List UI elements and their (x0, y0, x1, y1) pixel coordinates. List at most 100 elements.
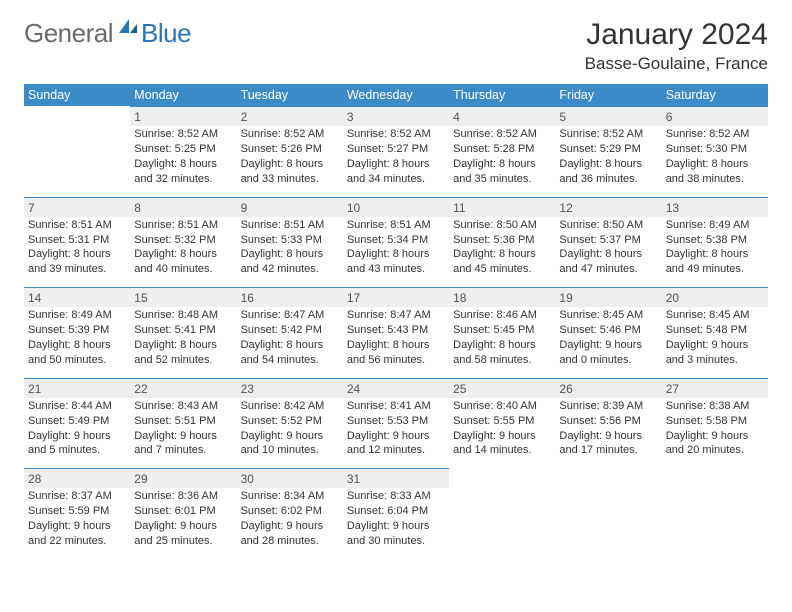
day-header: Wednesday (343, 84, 449, 106)
day-details: Sunrise: 8:51 AMSunset: 5:31 PMDaylight:… (24, 217, 130, 287)
daylight-text-2: and 43 minutes. (347, 262, 445, 277)
calendar-cell: 19Sunrise: 8:45 AMSunset: 5:46 PMDayligh… (555, 287, 661, 378)
month-title: January 2024 (585, 18, 768, 52)
day-number: 26 (555, 378, 661, 398)
sunrise-text: Sunrise: 8:40 AM (453, 399, 551, 414)
calendar-cell: 23Sunrise: 8:42 AMSunset: 5:52 PMDayligh… (237, 378, 343, 469)
daylight-text-1: Daylight: 8 hours (241, 157, 339, 172)
day-number: 7 (24, 197, 130, 217)
daylight-text-2: and 42 minutes. (241, 262, 339, 277)
sunset-text: Sunset: 6:01 PM (134, 504, 232, 519)
sunrise-text: Sunrise: 8:41 AM (347, 399, 445, 414)
day-details: Sunrise: 8:34 AMSunset: 6:02 PMDaylight:… (237, 488, 343, 558)
daylight-text-2: and 39 minutes. (28, 262, 126, 277)
sunrise-text: Sunrise: 8:49 AM (666, 218, 764, 233)
sunrise-text: Sunrise: 8:52 AM (134, 127, 232, 142)
day-number: 15 (130, 287, 236, 307)
day-details: Sunrise: 8:45 AMSunset: 5:46 PMDaylight:… (555, 307, 661, 377)
day-details: Sunrise: 8:44 AMSunset: 5:49 PMDaylight:… (24, 398, 130, 468)
sunset-text: Sunset: 5:55 PM (453, 414, 551, 429)
sunset-text: Sunset: 5:56 PM (559, 414, 657, 429)
daylight-text-1: Daylight: 8 hours (559, 157, 657, 172)
day-number: 23 (237, 378, 343, 398)
day-number: 22 (130, 378, 236, 398)
daylight-text-1: Daylight: 8 hours (559, 247, 657, 262)
day-details: Sunrise: 8:51 AMSunset: 5:33 PMDaylight:… (237, 217, 343, 287)
daylight-text-2: and 38 minutes. (666, 172, 764, 187)
day-details: Sunrise: 8:47 AMSunset: 5:42 PMDaylight:… (237, 307, 343, 377)
day-number: 11 (449, 197, 555, 217)
day-number: 31 (343, 468, 449, 488)
day-details: Sunrise: 8:50 AMSunset: 5:37 PMDaylight:… (555, 217, 661, 287)
sunrise-text: Sunrise: 8:49 AM (28, 308, 126, 323)
daylight-text-2: and 40 minutes. (134, 262, 232, 277)
daylight-text-2: and 22 minutes. (28, 534, 126, 549)
sunset-text: Sunset: 5:30 PM (666, 142, 764, 157)
day-details: Sunrise: 8:33 AMSunset: 6:04 PMDaylight:… (343, 488, 449, 558)
calendar-cell: 2Sunrise: 8:52 AMSunset: 5:26 PMDaylight… (237, 106, 343, 197)
calendar-cell: 13Sunrise: 8:49 AMSunset: 5:38 PMDayligh… (662, 197, 768, 288)
calendar-table: SundayMondayTuesdayWednesdayThursdayFrid… (24, 84, 768, 559)
daylight-text-2: and 33 minutes. (241, 172, 339, 187)
daylight-text-2: and 49 minutes. (666, 262, 764, 277)
day-number: 14 (24, 287, 130, 307)
daylight-text-1: Daylight: 8 hours (134, 338, 232, 353)
sunrise-text: Sunrise: 8:51 AM (347, 218, 445, 233)
sunset-text: Sunset: 6:04 PM (347, 504, 445, 519)
sunrise-text: Sunrise: 8:39 AM (559, 399, 657, 414)
daylight-text-1: Daylight: 8 hours (347, 247, 445, 262)
calendar-cell: 6Sunrise: 8:52 AMSunset: 5:30 PMDaylight… (662, 106, 768, 197)
day-header: Tuesday (237, 84, 343, 106)
day-number: 1 (130, 106, 236, 126)
sunset-text: Sunset: 5:36 PM (453, 233, 551, 248)
daylight-text-2: and 35 minutes. (453, 172, 551, 187)
sunrise-text: Sunrise: 8:52 AM (241, 127, 339, 142)
sunset-text: Sunset: 5:38 PM (666, 233, 764, 248)
calendar-cell: 16Sunrise: 8:47 AMSunset: 5:42 PMDayligh… (237, 287, 343, 378)
day-number: 20 (662, 287, 768, 307)
daylight-text-2: and 7 minutes. (134, 443, 232, 458)
day-details: Sunrise: 8:36 AMSunset: 6:01 PMDaylight:… (130, 488, 236, 558)
day-number: 12 (555, 197, 661, 217)
sunset-text: Sunset: 5:27 PM (347, 142, 445, 157)
calendar-cell: 9Sunrise: 8:51 AMSunset: 5:33 PMDaylight… (237, 197, 343, 288)
calendar-cell: . (449, 468, 555, 559)
calendar-week: 14Sunrise: 8:49 AMSunset: 5:39 PMDayligh… (24, 287, 768, 378)
day-details: Sunrise: 8:52 AMSunset: 5:26 PMDaylight:… (237, 126, 343, 196)
calendar-week: . 1Sunrise: 8:52 AMSunset: 5:25 PMDaylig… (24, 106, 768, 197)
day-number: 28 (24, 468, 130, 488)
day-number: 17 (343, 287, 449, 307)
daylight-text-1: Daylight: 8 hours (134, 247, 232, 262)
day-details: Sunrise: 8:37 AMSunset: 5:59 PMDaylight:… (24, 488, 130, 558)
daylight-text-1: Daylight: 8 hours (241, 247, 339, 262)
daylight-text-1: Daylight: 9 hours (28, 519, 126, 534)
daylight-text-2: and 0 minutes. (559, 353, 657, 368)
sunrise-text: Sunrise: 8:45 AM (559, 308, 657, 323)
calendar-cell: 4Sunrise: 8:52 AMSunset: 5:28 PMDaylight… (449, 106, 555, 197)
day-details: Sunrise: 8:52 AMSunset: 5:29 PMDaylight:… (555, 126, 661, 196)
calendar-cell: 1Sunrise: 8:52 AMSunset: 5:25 PMDaylight… (130, 106, 236, 197)
day-number: 29 (130, 468, 236, 488)
day-details: Sunrise: 8:50 AMSunset: 5:36 PMDaylight:… (449, 217, 555, 287)
day-number: 2 (237, 106, 343, 126)
calendar-cell: 29Sunrise: 8:36 AMSunset: 6:01 PMDayligh… (130, 468, 236, 559)
logo-text-blue: Blue (141, 18, 191, 49)
daylight-text-1: Daylight: 9 hours (241, 429, 339, 444)
day-number: 27 (662, 378, 768, 398)
daylight-text-1: Daylight: 8 hours (453, 247, 551, 262)
sunset-text: Sunset: 5:42 PM (241, 323, 339, 338)
sunrise-text: Sunrise: 8:48 AM (134, 308, 232, 323)
daylight-text-1: Daylight: 9 hours (347, 519, 445, 534)
logo: General Blue (24, 18, 191, 49)
sunrise-text: Sunrise: 8:38 AM (666, 399, 764, 414)
day-number: 25 (449, 378, 555, 398)
day-details: Sunrise: 8:47 AMSunset: 5:43 PMDaylight:… (343, 307, 449, 377)
daylight-text-2: and 56 minutes. (347, 353, 445, 368)
calendar-cell: 25Sunrise: 8:40 AMSunset: 5:55 PMDayligh… (449, 378, 555, 469)
calendar-cell: 24Sunrise: 8:41 AMSunset: 5:53 PMDayligh… (343, 378, 449, 469)
sunset-text: Sunset: 5:49 PM (28, 414, 126, 429)
day-details: Sunrise: 8:46 AMSunset: 5:45 PMDaylight:… (449, 307, 555, 377)
day-details: Sunrise: 8:49 AMSunset: 5:38 PMDaylight:… (662, 217, 768, 287)
day-number: 18 (449, 287, 555, 307)
sunrise-text: Sunrise: 8:47 AM (241, 308, 339, 323)
